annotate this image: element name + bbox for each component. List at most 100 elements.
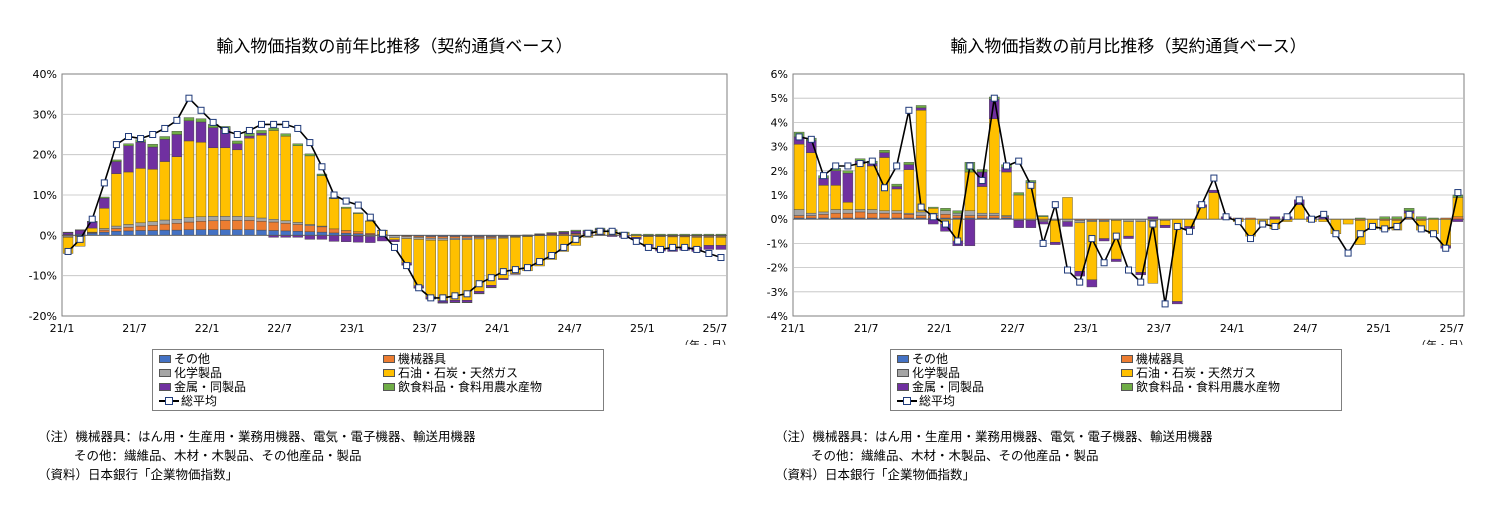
bar-segment: [842, 202, 854, 210]
total-average-point: [306, 139, 314, 147]
bar-segment: [1172, 301, 1183, 305]
total-average-point: [1283, 213, 1291, 221]
total-average-point: [954, 237, 962, 245]
bar-segment: [940, 214, 951, 219]
total-average-point: [258, 120, 265, 128]
total-average-point: [942, 220, 949, 228]
x-tick-label: 25/1: [1366, 322, 1391, 335]
total-average-point: [403, 262, 411, 270]
bar-segment: [256, 130, 267, 134]
bar-segment: [316, 231, 328, 236]
bar-segment: [570, 231, 582, 234]
bar-segment: [461, 237, 473, 240]
total-average-point: [548, 252, 556, 259]
y-tick-label: -4%: [767, 310, 788, 323]
y-tick-label: 20%: [33, 149, 57, 162]
total-average-point: [330, 191, 338, 199]
total-average-point: [1247, 235, 1254, 243]
bar-segment: [989, 212, 1000, 216]
bar-segment: [928, 206, 939, 209]
bar-segment: [123, 224, 134, 228]
bar-segment: [879, 150, 890, 153]
bar-segment: [232, 220, 243, 230]
bar-segment: [546, 232, 557, 234]
bar-segment: [111, 173, 122, 227]
bar-segment: [964, 215, 976, 219]
total-average-point: [868, 157, 876, 165]
x-tick-label: 21/1: [50, 322, 75, 335]
total-average-point: [1051, 201, 1059, 209]
bar-segment: [891, 186, 902, 190]
total-average-point: [451, 292, 459, 300]
total-average-point: [366, 213, 374, 221]
total-average-point: [487, 274, 495, 282]
bar-segment: [304, 235, 316, 240]
total-average-point: [112, 141, 120, 149]
bar-segment: [891, 212, 902, 219]
total-average-point: [1430, 230, 1437, 238]
total-average-point: [1320, 210, 1328, 218]
legend-swatch-oil-coal-gas: [383, 368, 395, 377]
legend-line-icon: [159, 396, 179, 406]
bar-segment: [879, 210, 890, 214]
total-average-point: [282, 120, 290, 128]
bar-segment: [159, 139, 170, 162]
bar-segment: [818, 214, 829, 219]
legend-line-icon: [897, 396, 917, 406]
total-average-point: [1381, 225, 1389, 233]
total-average-point: [1454, 189, 1462, 197]
bar-segment: [842, 212, 854, 219]
legend-swatch-food: [1121, 382, 1133, 391]
bar-segment: [534, 233, 545, 235]
bar-segment: [1111, 258, 1122, 262]
total-average-point: [596, 227, 604, 235]
total-average-point: [475, 280, 483, 288]
bar-segment: [207, 216, 219, 222]
bar-segment: [74, 229, 86, 231]
bar-segment: [1062, 221, 1073, 227]
bar-segment: [703, 237, 715, 246]
x-tick-label: 23/7: [1147, 322, 1172, 335]
bar-segment: [818, 185, 829, 213]
bar-segment: [806, 152, 817, 214]
x-unit-label: （年・月）: [678, 338, 733, 345]
total-average-point: [1027, 181, 1035, 189]
bar-segment: [903, 162, 915, 165]
total-average-point: [644, 243, 652, 251]
total-average-point: [693, 245, 701, 253]
bar-segment: [915, 211, 927, 216]
total-average-point: [1125, 266, 1132, 274]
bar-segment: [793, 215, 805, 219]
bar-segment: [135, 222, 146, 227]
legend-swatch-food: [383, 382, 395, 391]
total-average-point: [1369, 222, 1376, 230]
y-tick-label: 30%: [33, 108, 57, 121]
bar-segment: [449, 239, 461, 301]
total-average-point: [807, 135, 815, 143]
x-tick-label: 21/7: [122, 322, 147, 335]
legend-item-other: その他: [159, 352, 210, 366]
mom-panel: 輸入物価指数の前月比推移（契約通貨ベース） -4% -3% -2% -1% 0% 1% 2% 3…: [751, 0, 1502, 527]
x-tick-label: 22/1: [927, 322, 952, 335]
bar-segment: [915, 105, 927, 109]
bar-segment: [976, 186, 988, 214]
bar-segment: [135, 168, 146, 224]
bar-segment: [292, 224, 303, 232]
bar-segment: [830, 170, 841, 186]
total-average-point: [657, 245, 664, 253]
bar-segment: [425, 239, 436, 297]
total-average-point: [233, 131, 241, 138]
bar-segment: [401, 236, 412, 239]
x-unit-label: （年・月）: [1415, 338, 1470, 345]
bar-segment: [903, 164, 915, 170]
total-average-point: [318, 163, 326, 171]
bar-segment: [1135, 272, 1146, 276]
yoy-panel: 輸入物価指数の前年比推移（契約通貨ベース） -20% -10% 0% 10% 20% 30%…: [29, 37, 733, 482]
bar-segment: [365, 220, 376, 222]
bar-segment: [111, 228, 122, 232]
bar-segment: [195, 121, 207, 143]
bar-segment: [99, 198, 110, 209]
total-average-point: [64, 247, 72, 255]
total-average-point: [1161, 300, 1169, 308]
bar-segment: [1098, 221, 1110, 239]
